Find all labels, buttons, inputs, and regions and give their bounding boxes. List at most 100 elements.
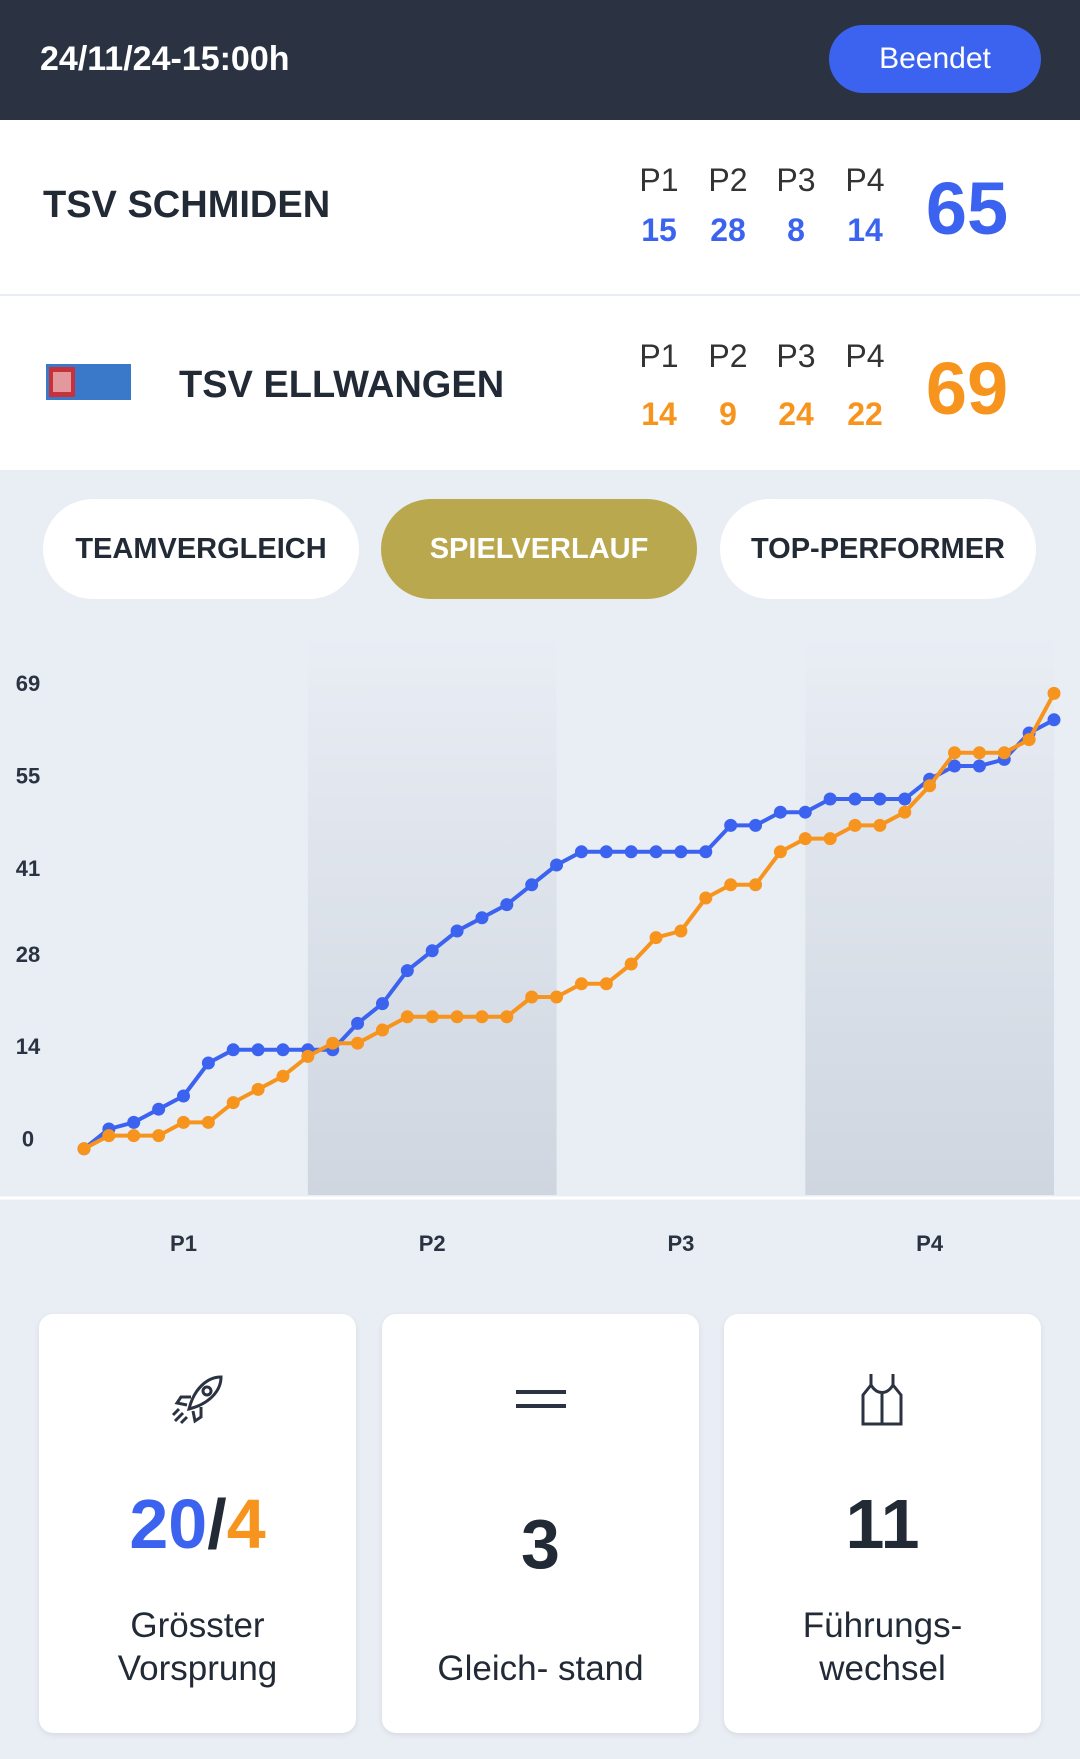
- data-point: [1047, 686, 1061, 700]
- separator: /: [207, 1485, 227, 1563]
- stat-label: Grösster Vorsprung: [117, 1606, 278, 1688]
- data-point: [201, 1056, 215, 1070]
- data-point: [425, 1010, 439, 1024]
- data-point: [1047, 713, 1061, 727]
- data-point: [500, 1010, 514, 1024]
- period-label: P4: [845, 338, 885, 374]
- data-point: [649, 931, 663, 945]
- period-score: 28: [710, 212, 746, 248]
- lead-changes: 11: [845, 1485, 920, 1563]
- ties: 3: [521, 1505, 560, 1583]
- data-point: [749, 818, 763, 832]
- data-point: [475, 1010, 489, 1024]
- data-point: [674, 845, 688, 859]
- period-label: P1: [639, 338, 679, 374]
- data-point: [450, 1010, 464, 1024]
- data-point: [77, 1142, 91, 1156]
- x-band-label: P1: [170, 1231, 197, 1256]
- data-point: [176, 1089, 190, 1103]
- data-point: [624, 957, 638, 971]
- data-point: [525, 878, 539, 892]
- stat-card: 11 Führungs-wechsel: [724, 1314, 1041, 1733]
- stat-label: Gleich- stand: [437, 1649, 644, 1688]
- data-point: [873, 792, 887, 806]
- period-score: 15: [641, 212, 677, 248]
- data-point: [127, 1129, 141, 1143]
- data-point: [724, 878, 738, 892]
- data-point: [848, 818, 862, 832]
- period-score: 22: [847, 396, 883, 432]
- data-point: [674, 924, 688, 938]
- data-point: [550, 990, 564, 1004]
- data-point: [773, 805, 787, 819]
- data-point: [375, 1023, 389, 1037]
- series-line: [82, 718, 1055, 1151]
- x-band-label: P2: [419, 1231, 446, 1256]
- data-point: [425, 944, 439, 958]
- data-point: [500, 898, 514, 912]
- data-point: [649, 845, 663, 859]
- y-tick-label: 14: [16, 1034, 41, 1059]
- data-point: [773, 845, 787, 859]
- data-point: [102, 1129, 116, 1143]
- data-point: [848, 792, 862, 806]
- stat-label: Führungs-wechsel: [802, 1606, 963, 1688]
- data-point: [948, 746, 962, 760]
- team-name: TSV ELLWANGEN: [179, 364, 505, 406]
- x-band-label: P3: [667, 1231, 694, 1256]
- data-point: [301, 1049, 315, 1063]
- data-point: [400, 1010, 414, 1024]
- y-tick-label: 41: [16, 856, 40, 881]
- period-label: P1: [639, 162, 679, 198]
- team-row: TSV ELLWANGEN P1 P2 P3 P4 14 9 24 22 69: [0, 296, 1080, 470]
- data-point: [176, 1115, 190, 1129]
- data-point: [276, 1043, 290, 1057]
- data-point: [599, 845, 613, 859]
- header: 24/11/24-15:00h Beendet: [0, 0, 1080, 120]
- chart: P1 P2 P3 P4 0 14 28 41 55 69: [0, 634, 1080, 1256]
- data-point: [699, 891, 713, 905]
- status-button[interactable]: Beendet: [829, 25, 1041, 93]
- equal-icon: [516, 1390, 566, 1408]
- period-label: P4: [845, 162, 885, 198]
- data-point: [152, 1102, 166, 1116]
- period-label: P3: [776, 338, 816, 374]
- data-point: [948, 759, 962, 773]
- data-point: [400, 964, 414, 978]
- period-score: 14: [847, 212, 883, 248]
- largest-lead: 20/4: [39, 1484, 356, 1564]
- data-point: [823, 792, 837, 806]
- tab-active[interactable]: SPIELVERLAUF: [381, 499, 697, 599]
- data-point: [749, 878, 763, 892]
- data-point: [599, 977, 613, 991]
- data-point: [574, 977, 588, 991]
- data-point: [898, 792, 912, 806]
- y-tick-label: 55: [16, 764, 40, 789]
- data-point: [351, 1036, 365, 1050]
- data-point: [699, 845, 713, 859]
- data-point: [226, 1043, 240, 1057]
- data-point: [226, 1096, 240, 1110]
- data-point: [525, 990, 539, 1004]
- data-point: [351, 1016, 365, 1030]
- rocket-icon: [171, 1375, 223, 1425]
- data-point: [251, 1082, 265, 1096]
- data-point: [724, 818, 738, 832]
- tab[interactable]: TEAMVERGLEICH: [43, 499, 359, 599]
- team-logo: [46, 364, 131, 400]
- vest-icon: [861, 1374, 903, 1426]
- y-tick-label: 28: [16, 942, 40, 967]
- period-score: 9: [719, 396, 737, 432]
- data-point: [972, 759, 986, 773]
- tab[interactable]: TOP-PERFORMER: [720, 499, 1036, 599]
- stat-card: 20/4 Grösster Vorsprung: [39, 1314, 356, 1733]
- data-point: [251, 1043, 265, 1057]
- data-point: [201, 1115, 215, 1129]
- period-score: 14: [641, 396, 677, 432]
- lead-away: 4: [226, 1485, 266, 1563]
- period-score: 8: [787, 212, 805, 248]
- data-point: [798, 832, 812, 846]
- data-point: [624, 845, 638, 859]
- period-label: P3: [776, 162, 816, 198]
